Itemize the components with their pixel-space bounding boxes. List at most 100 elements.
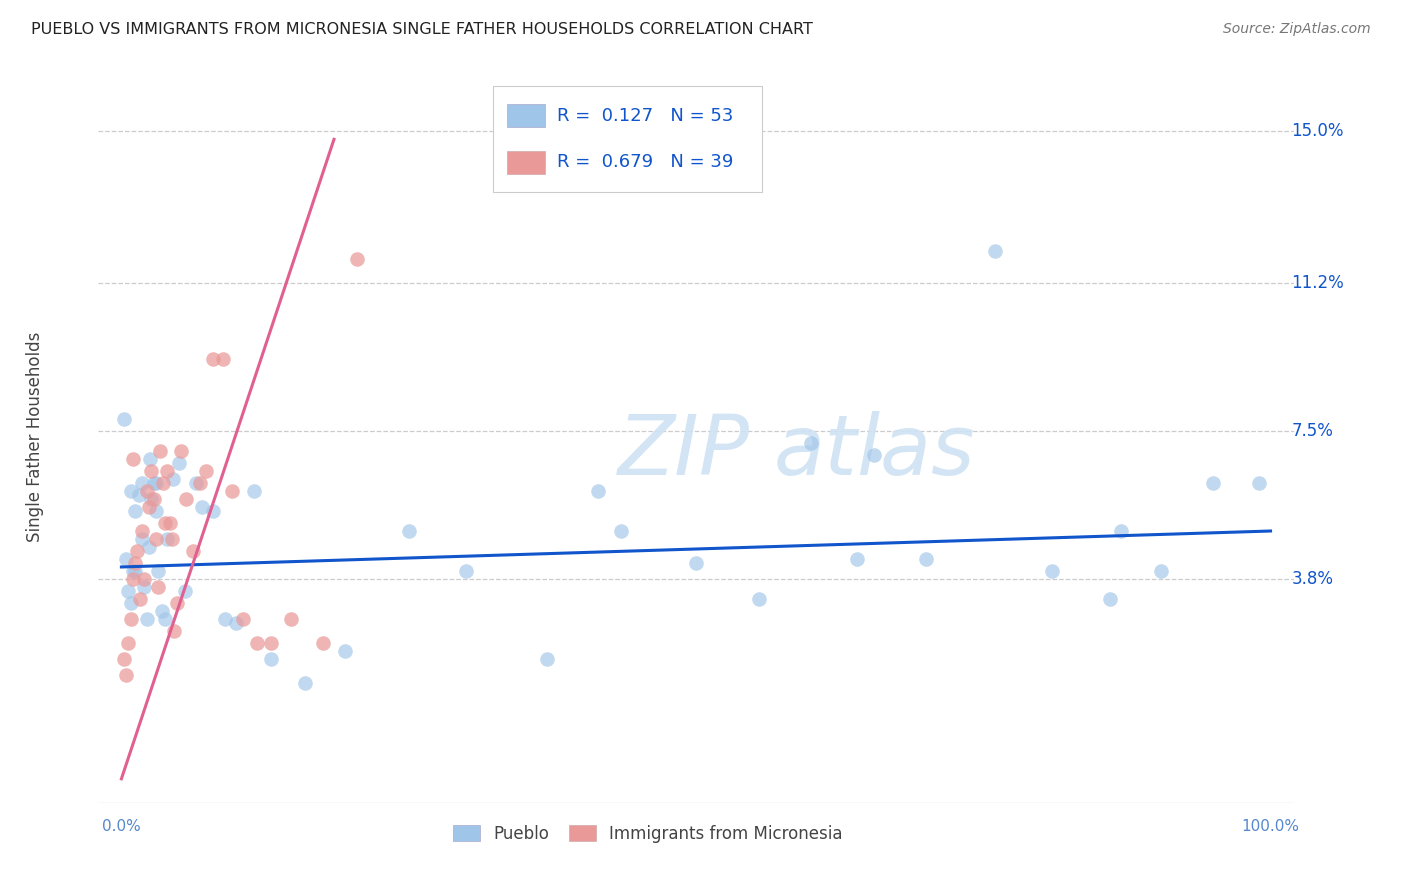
Point: [141, 491, 163, 506]
Point: [131, 532, 153, 546]
Point: [1040, 564, 1063, 578]
Point: [149, 444, 172, 458]
Point: [145, 532, 167, 546]
Point: [202, 504, 225, 518]
Point: [748, 591, 770, 606]
Point: [120, 612, 142, 626]
Point: [153, 516, 176, 530]
Text: R =  0.679   N = 39: R = 0.679 N = 39: [557, 153, 734, 171]
Point: [800, 436, 823, 450]
Text: 0.0%: 0.0%: [103, 819, 141, 834]
Point: [163, 624, 186, 638]
Point: [152, 476, 174, 491]
Point: [115, 552, 138, 566]
Point: [134, 572, 156, 586]
Point: [398, 524, 420, 538]
Point: [167, 456, 190, 470]
Point: [156, 532, 179, 546]
Point: [159, 516, 181, 530]
Text: Source: ZipAtlas.com: Source: ZipAtlas.com: [1223, 22, 1371, 37]
Point: [160, 532, 183, 546]
Point: [150, 604, 173, 618]
Point: [138, 540, 160, 554]
Point: [162, 472, 184, 486]
Text: 3.8%: 3.8%: [1291, 570, 1333, 588]
Point: [170, 444, 193, 458]
Point: [124, 504, 146, 518]
Text: 15.0%: 15.0%: [1291, 122, 1344, 140]
Text: R =  0.127   N = 53: R = 0.127 N = 53: [557, 107, 734, 125]
Point: [1247, 476, 1270, 491]
Point: [174, 491, 197, 506]
Point: [134, 580, 156, 594]
Point: [610, 524, 633, 538]
Point: [124, 556, 146, 570]
Text: 7.5%: 7.5%: [1291, 422, 1333, 440]
Point: [984, 244, 1007, 259]
Point: [588, 483, 610, 498]
Point: [122, 564, 145, 578]
Point: [148, 564, 170, 578]
Point: [1150, 564, 1173, 578]
Point: [166, 596, 188, 610]
Point: [863, 448, 886, 462]
Point: [280, 612, 302, 626]
Point: [131, 476, 153, 491]
Text: atlas: atlas: [773, 411, 976, 492]
Point: [845, 552, 868, 566]
Bar: [494, 86, 762, 192]
Point: [456, 564, 478, 578]
Text: 100.0%: 100.0%: [1241, 819, 1299, 834]
Point: [142, 476, 165, 491]
Bar: [508, 151, 546, 174]
Point: [246, 636, 269, 650]
Point: [135, 612, 157, 626]
Point: [346, 252, 368, 267]
Point: [1202, 476, 1225, 491]
Point: [148, 580, 170, 594]
Point: [294, 676, 316, 690]
Point: [232, 612, 254, 626]
Point: [195, 464, 218, 478]
Point: [117, 636, 139, 650]
Point: [685, 556, 707, 570]
Point: [225, 615, 247, 630]
Point: [117, 584, 139, 599]
Point: [221, 483, 243, 498]
Text: PUEBLO VS IMMIGRANTS FROM MICRONESIA SINGLE FATHER HOUSEHOLDS CORRELATION CHART: PUEBLO VS IMMIGRANTS FROM MICRONESIA SIN…: [31, 22, 813, 37]
Point: [112, 652, 135, 666]
Point: [128, 591, 150, 606]
Point: [1109, 524, 1132, 538]
Text: ZIP: ZIP: [619, 411, 751, 492]
Point: [139, 452, 162, 467]
Point: [214, 612, 236, 626]
Point: [181, 544, 204, 558]
Point: [184, 476, 207, 491]
Point: [124, 564, 146, 578]
Point: [536, 652, 558, 666]
Point: [120, 596, 142, 610]
Point: [914, 552, 936, 566]
Bar: [508, 104, 546, 128]
Point: [145, 476, 167, 491]
Point: [260, 636, 283, 650]
Point: [120, 483, 142, 498]
Point: [311, 636, 333, 650]
Point: [191, 500, 214, 514]
Point: [145, 504, 167, 518]
Point: [131, 524, 153, 538]
Point: [135, 483, 157, 498]
Point: [260, 652, 283, 666]
Point: [128, 488, 150, 502]
Point: [188, 476, 211, 491]
Legend: Pueblo, Immigrants from Micronesia: Pueblo, Immigrants from Micronesia: [447, 818, 849, 849]
Point: [122, 452, 145, 467]
Point: [141, 464, 163, 478]
Point: [153, 612, 176, 626]
Point: [127, 544, 149, 558]
Point: [242, 483, 264, 498]
Text: 11.2%: 11.2%: [1291, 274, 1344, 293]
Point: [115, 668, 138, 682]
Point: [156, 464, 179, 478]
Point: [202, 352, 225, 367]
